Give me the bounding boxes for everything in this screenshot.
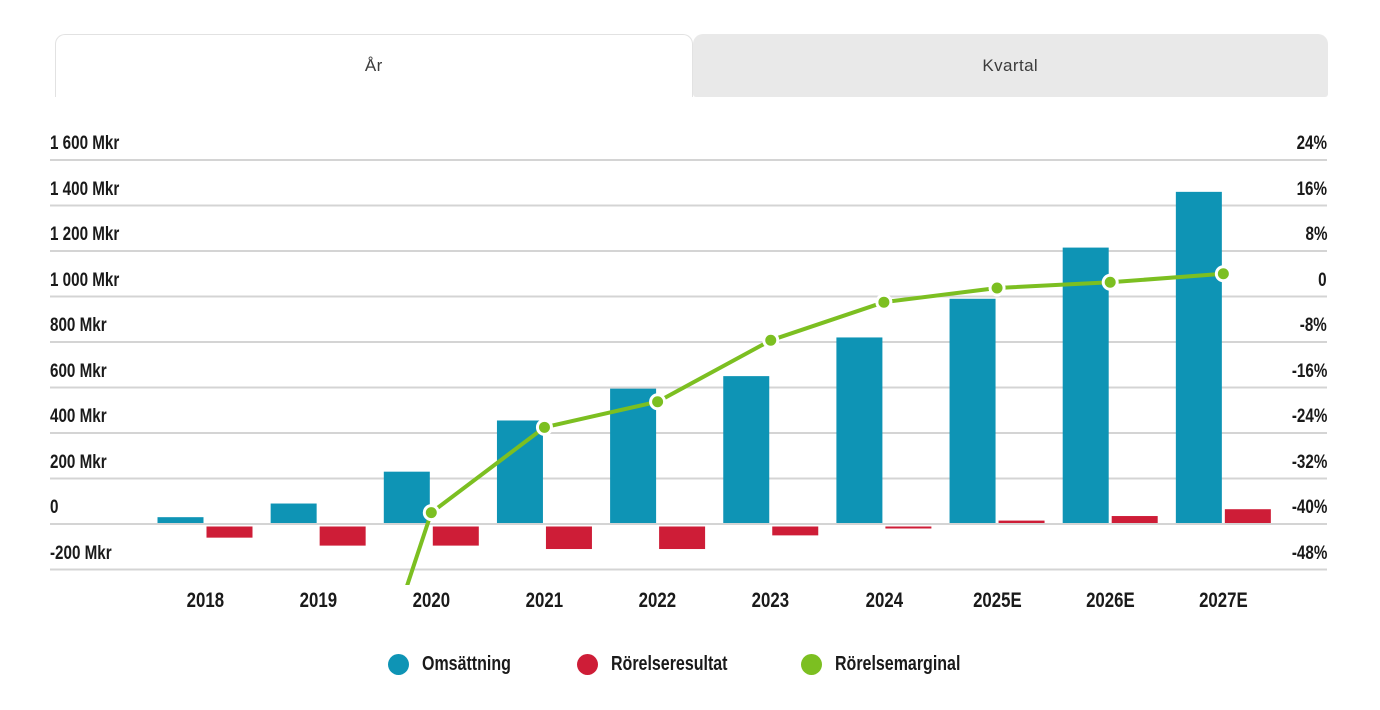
- revenue-bar[interactable]: [496, 420, 543, 523]
- tab-quarter[interactable]: Kvartal: [692, 34, 1328, 97]
- legend-item-margin[interactable]: Rörelsemarginal: [801, 653, 992, 676]
- result-bar[interactable]: [1111, 516, 1158, 523]
- revenue-legend-dot-icon: [388, 653, 410, 675]
- revenue-bar[interactable]: [383, 471, 430, 523]
- tab-year[interactable]: År: [55, 34, 693, 97]
- tab-quarter-label: Kvartal: [982, 55, 1039, 75]
- margin-point[interactable]: [875, 293, 893, 311]
- result-bar[interactable]: [659, 526, 706, 550]
- revenue-bar[interactable]: [949, 298, 996, 523]
- margin-point[interactable]: [988, 279, 1006, 297]
- bar-series: [157, 191, 1271, 550]
- revenue-bar[interactable]: [270, 503, 317, 523]
- margin-point[interactable]: [422, 504, 440, 522]
- result-bar[interactable]: [206, 526, 253, 538]
- tab-year-label: År: [364, 56, 383, 75]
- legend-item-result[interactable]: Rörelseresultat: [577, 653, 757, 676]
- revenue-bar[interactable]: [1062, 247, 1109, 523]
- margin-point[interactable]: [649, 393, 667, 411]
- legend-item-revenue[interactable]: Omsättning: [388, 653, 533, 676]
- revenue-bar[interactable]: [157, 517, 204, 523]
- result-legend-dot-icon: [577, 653, 599, 675]
- result-bar[interactable]: [772, 526, 819, 536]
- result-bar[interactable]: [1224, 509, 1271, 523]
- margin-point[interactable]: [762, 331, 780, 349]
- period-tabbar: År Kvartal: [55, 34, 1328, 97]
- margin-point[interactable]: [1214, 265, 1232, 283]
- margin-point[interactable]: [1101, 273, 1119, 291]
- revenue-bar[interactable]: [1175, 191, 1222, 523]
- result-bar[interactable]: [545, 526, 592, 550]
- margin-line-series: [405, 265, 1232, 585]
- chart-legend: Omsättning Rörelseresultat Rörelsemargin…: [0, 641, 1380, 687]
- revenue-bar[interactable]: [723, 376, 770, 523]
- margin-legend-dot-icon: [801, 653, 822, 675]
- result-bar[interactable]: [885, 526, 932, 529]
- legend-label-revenue: Omsättning: [422, 652, 512, 675]
- revenue-bar[interactable]: [836, 337, 883, 523]
- result-bar[interactable]: [998, 520, 1045, 523]
- legend-label-result: Rörelseresultat: [611, 652, 728, 675]
- gridlines: [50, 159, 1327, 571]
- legend-label-margin: Rörelsemarginal: [835, 652, 961, 675]
- margin-point[interactable]: [535, 418, 553, 436]
- result-bar[interactable]: [432, 526, 479, 546]
- result-bar[interactable]: [319, 526, 366, 546]
